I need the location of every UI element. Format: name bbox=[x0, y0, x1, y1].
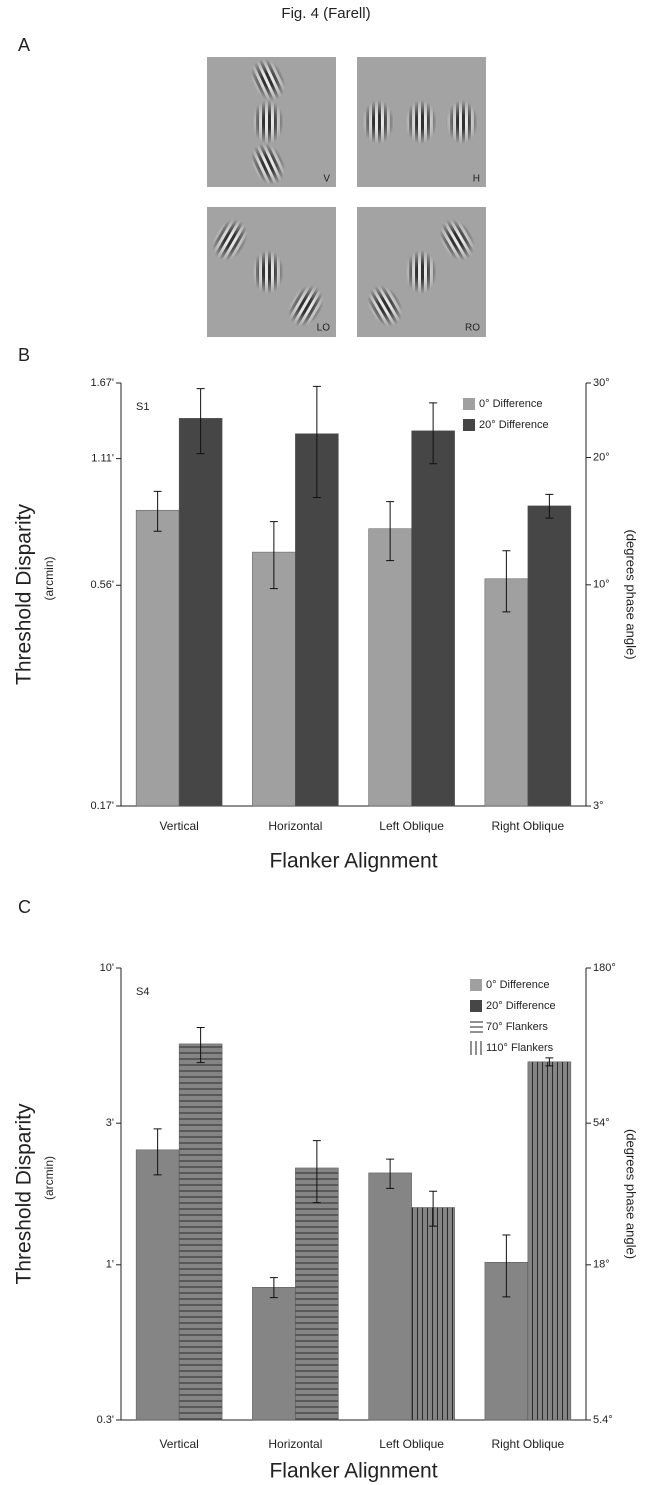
legend-label: 0° Difference bbox=[479, 398, 543, 410]
bar bbox=[136, 510, 179, 806]
y2-axis-title: (degrees phase angle) bbox=[624, 1129, 639, 1259]
y2-tick-label: 3° bbox=[593, 800, 604, 812]
y2-tick-label: 20° bbox=[593, 451, 610, 463]
figure-title: Fig. 4 (Farell) bbox=[281, 5, 370, 22]
bar bbox=[179, 1044, 222, 1420]
legend-label: 20° Difference bbox=[479, 419, 549, 431]
y-axis-title: Threshold Disparity bbox=[13, 1103, 36, 1284]
x-tick-label: Vertical bbox=[159, 1437, 198, 1451]
x-tick-label: Left Oblique bbox=[379, 1437, 444, 1451]
stimulus-label: RO bbox=[465, 323, 480, 334]
legend-swatch bbox=[470, 1000, 482, 1012]
x-axis-title: Flanker Alignment bbox=[269, 1460, 437, 1483]
panel-label: A bbox=[18, 35, 30, 55]
x-tick-label: Right Oblique bbox=[492, 1437, 565, 1451]
bar bbox=[369, 1173, 412, 1420]
x-tick-label: Horizontal bbox=[268, 1437, 322, 1451]
y2-axis-title: (degrees phase angle) bbox=[624, 529, 639, 659]
y-axis-subtitle: (arcmin) bbox=[42, 556, 56, 600]
stimulus-panel: RO bbox=[357, 207, 486, 337]
bar bbox=[136, 1150, 179, 1420]
legend-label: 110° Flankers bbox=[486, 1042, 554, 1054]
bar bbox=[528, 1062, 571, 1420]
y-tick-label: 1.11' bbox=[91, 453, 114, 465]
subject-label: S4 bbox=[136, 986, 149, 998]
legend-label: 0° Difference bbox=[486, 979, 550, 991]
bar bbox=[528, 506, 571, 806]
subject-label: S1 bbox=[136, 401, 149, 413]
stimulus-panel: LO bbox=[205, 207, 336, 337]
y-tick-label: 3' bbox=[106, 1117, 114, 1129]
legend-swatch bbox=[463, 419, 475, 431]
page: Fig. 4 (Farell) A V H LO RO B S1 Threshold… bbox=[0, 0, 652, 1485]
figure: Fig. 4 (Farell) A V H LO RO B S1 Threshold… bbox=[0, 0, 652, 1485]
y2-tick-label: 18° bbox=[593, 1259, 610, 1271]
y-tick-label: 0.3' bbox=[97, 1414, 114, 1426]
y-tick-label: 10' bbox=[100, 962, 114, 974]
bar bbox=[179, 418, 222, 806]
x-tick-label: Horizontal bbox=[268, 819, 322, 833]
x-tick-label: Left Oblique bbox=[379, 819, 444, 833]
y2-tick-label: 54° bbox=[593, 1117, 610, 1129]
y-tick-label: 1' bbox=[106, 1259, 114, 1271]
y-tick-label: 0.56' bbox=[90, 579, 114, 591]
panel-label: C bbox=[18, 897, 31, 917]
y-tick-label: 0.17' bbox=[90, 800, 114, 812]
panel-label: B bbox=[18, 345, 30, 365]
y-axis-title: Threshold Disparity bbox=[13, 504, 36, 685]
y-axis-subtitle: (arcmin) bbox=[42, 1156, 56, 1200]
bar bbox=[412, 1207, 455, 1420]
legend-label: 70° Flankers bbox=[486, 1021, 548, 1033]
legend-symbol bbox=[470, 1022, 483, 1032]
legend-swatch bbox=[463, 398, 475, 410]
stimulus-label: LO bbox=[317, 323, 331, 334]
legend-symbol bbox=[471, 1041, 481, 1055]
y2-tick-label: 30° bbox=[593, 377, 610, 389]
chart: B S1 Threshold Disparity (arcmin) (degrees p… bbox=[13, 345, 639, 873]
y2-tick-label: 10° bbox=[593, 579, 610, 591]
bar bbox=[252, 552, 295, 806]
x-tick-label: Vertical bbox=[159, 819, 198, 833]
stimulus-label: H bbox=[473, 174, 480, 185]
legend-label: 20° Difference bbox=[486, 1000, 556, 1012]
bar bbox=[252, 1287, 295, 1420]
stimulus-panel: H bbox=[357, 57, 486, 187]
bar bbox=[295, 1168, 338, 1420]
bar bbox=[369, 529, 412, 806]
chart: C S4 Threshold Disparity (arcmin) (degrees p… bbox=[13, 897, 639, 1483]
x-tick-label: Right Oblique bbox=[492, 819, 565, 833]
y2-tick-label: 180° bbox=[593, 962, 616, 974]
bar bbox=[485, 579, 528, 806]
y2-tick-label: 5.4° bbox=[593, 1414, 613, 1426]
legend-swatch bbox=[470, 979, 482, 991]
stimulus-label: V bbox=[323, 174, 330, 185]
bar bbox=[412, 431, 455, 806]
y-tick-label: 1.67' bbox=[90, 377, 114, 389]
stimulus-panel: V bbox=[207, 53, 336, 190]
x-axis-title: Flanker Alignment bbox=[269, 850, 437, 873]
